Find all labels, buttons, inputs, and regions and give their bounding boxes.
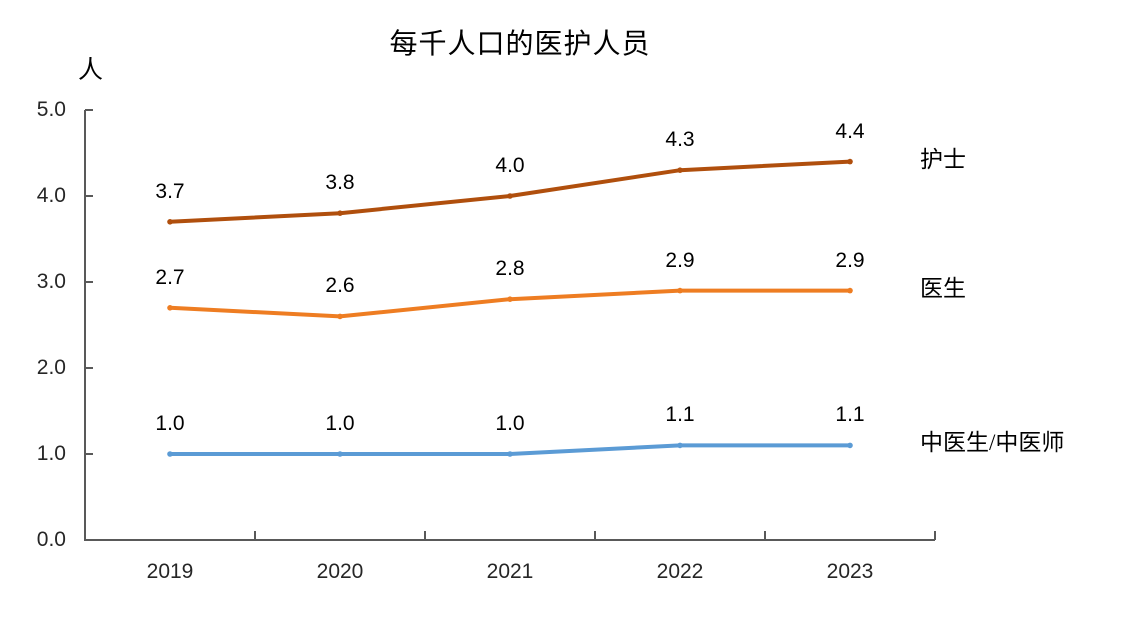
data-label: 1.0 <box>325 412 355 435</box>
data-point-marker <box>337 210 343 216</box>
data-label: 2.8 <box>495 257 525 281</box>
x-tick-label: 2020 <box>316 560 364 583</box>
x-tick-label: 2019 <box>146 560 194 583</box>
x-tick-label: 2021 <box>486 560 534 583</box>
data-point-marker <box>167 219 173 225</box>
data-point-marker <box>507 451 513 457</box>
x-tick-label: 2023 <box>826 560 874 583</box>
data-label: 2.9 <box>835 248 865 272</box>
data-label: 1.1 <box>665 403 695 427</box>
series-end-label: 护士 <box>920 146 966 172</box>
data-point-marker <box>337 313 343 320</box>
y-tick-label: 4.0 <box>36 184 66 207</box>
y-tick-label: 5.0 <box>36 98 66 121</box>
data-point-marker <box>847 158 853 165</box>
y-tick-label: 1.0 <box>36 442 66 465</box>
data-label: 2.6 <box>325 274 355 298</box>
y-tick-label: 3.0 <box>36 270 66 293</box>
y-axis-unit-label: 人 <box>78 57 104 84</box>
data-label: 2.7 <box>155 265 185 289</box>
data-label: 4.3 <box>665 128 695 152</box>
series-end-label: 医生 <box>920 275 966 301</box>
data-label: 2.9 <box>665 248 695 272</box>
data-point-marker <box>847 287 853 294</box>
data-point-marker <box>507 193 513 199</box>
x-tick-label: 2022 <box>656 560 704 583</box>
series-line <box>168 288 852 319</box>
data-point-marker <box>507 296 513 303</box>
data-point-marker <box>167 305 173 311</box>
chart-title: 每千人口的医护人员 <box>389 29 651 60</box>
data-label: 1.0 <box>495 412 525 435</box>
y-tick-label: 2.0 <box>36 356 66 379</box>
data-label: 4.0 <box>495 154 525 177</box>
data-label: 3.7 <box>155 179 185 203</box>
data-label: 1.1 <box>835 403 865 427</box>
data-point-marker <box>167 451 173 457</box>
y-tick-label: 0.0 <box>36 528 66 551</box>
data-point-marker <box>847 442 853 449</box>
data-point-marker <box>677 442 683 449</box>
data-point-marker <box>677 287 683 294</box>
data-label: 1.0 <box>155 412 185 435</box>
data-label: 3.8 <box>325 171 355 195</box>
data-label: 4.4 <box>835 119 865 143</box>
data-point-marker <box>677 167 683 173</box>
series-end-label: 中医生/中医师 <box>920 430 1065 456</box>
data-point-marker <box>337 451 343 457</box>
